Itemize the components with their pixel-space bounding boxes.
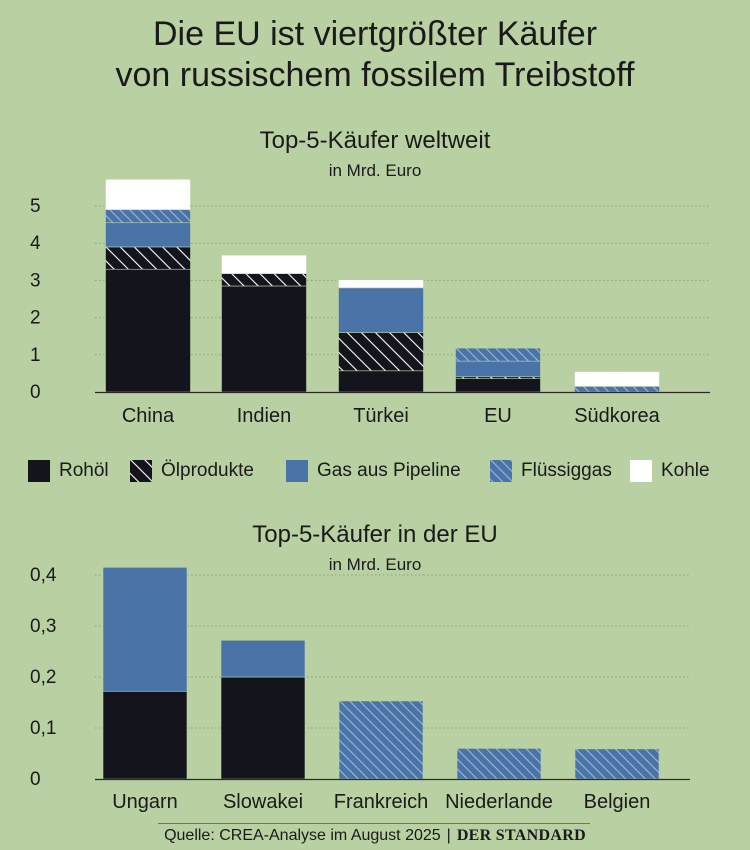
title-line-2: von russischem fossilem Treibstoff [115,56,635,94]
page-title: Die EU ist viertgrößter Käufer von russi… [0,14,750,96]
category-label-china: China [122,405,175,427]
chart1-unit: in Mrd. Euro [328,161,422,180]
legend-label: Kohle [661,460,710,481]
bar-belgien-fluessiggas [574,748,660,780]
legend-swatch-rohoel [28,460,50,482]
chart1-title: Top-5-Käufer weltweit [259,127,491,154]
bar-suedkorea-fluessiggas [574,386,660,393]
legend-item-fluessiggas: Flüssiggas [490,458,612,484]
legend-label: Flüssiggas [521,460,612,481]
y-tick-label: 1 [30,345,41,366]
bar-tuerkei-kohle [338,279,424,289]
category-label-belgien: Belgien [584,791,651,813]
bar-eu-fluessiggas [455,347,541,362]
bar-ungarn-gas_pipeline [102,567,188,692]
source-line: Quelle: CREA-Analyse im August 2025 | DER … [0,827,750,845]
category-label-slowakei: Slowakei [223,791,303,813]
bar-eu-rohoel [455,378,541,393]
bar-china-fluessiggas [105,209,191,224]
bar-slowakei-rohoel [220,676,306,780]
legend-item-rohoel: Rohöl [28,458,109,484]
source-divider [158,823,590,824]
category-label-indien: Indien [237,405,292,427]
brand-logo: DER STANDARD [456,827,586,844]
bar-eu-gas_pipeline [455,360,541,378]
category-label-niederlande: Niederlande [445,791,553,813]
source-separator: | [446,827,451,844]
bar-indien-rohoel [221,285,307,393]
bar-china-gas_pipeline [105,222,191,248]
category-label-eu: EU [484,405,512,427]
chart-top5-world: 0 1 2 3 4 5 China Indien Türkei EU Südkorea [30,178,710,427]
bar-china-kohle [105,178,191,211]
chart2-unit: in Mrd. Euro [328,555,422,574]
category-label-ungarn: Ungarn [112,791,178,813]
y-tick-label: 2 [30,308,41,329]
title-line-1: Die EU ist viertgrößter Käufer [152,15,598,53]
y-tick-label: 0 [30,382,41,403]
y-tick-label: 0,2 [30,667,56,688]
category-label-tuerkei: Türkei [353,405,409,427]
bar-suedkorea-kohle [574,371,660,387]
bar-indien-kohle [221,254,307,275]
y-tick-label: 0,1 [30,718,56,739]
bar-niederlande-fluessiggas [456,748,542,780]
chart-top5-eu: 0 0,1 0,2 0,3 0,4 Ungarn Slowakei Frankreich Nie… [30,565,690,813]
source-text: Quelle: CREA-Analyse im August 2025 [164,827,441,844]
y-tick-label: 0,4 [30,565,57,586]
y-tick-label: 0,3 [30,616,56,637]
bar-slowakei-gas_pipeline [220,639,306,678]
chart2-title: Top-5-Käufer in der EU [252,521,498,548]
bar-tuerkei-oelprodukte [338,332,424,372]
legend-swatch-gas_pipeline [286,460,308,482]
bar-tuerkei-gas_pipeline [338,287,424,333]
legend-label: Ölprodukte [161,460,254,481]
category-label-suedkorea: Südkorea [574,405,660,427]
y-tick-label: 4 [30,233,41,254]
legend-item-oelprodukte: Ölprodukte [130,458,254,484]
y-tick-label: 5 [30,196,41,217]
bar-china-rohoel [105,268,191,393]
legend-swatch-oelprodukte [130,460,152,482]
legend-label: Rohöl [59,460,109,481]
legend: Rohöl Ölprodukte Gas aus Pipeline Flüssigga… [28,458,748,484]
bar-china-oelprodukte [105,246,191,270]
legend-item-kohle: Kohle [630,458,710,484]
legend-swatch-fluessiggas [490,460,512,482]
legend-swatch-kohle [630,460,652,482]
y-tick-label: 0 [30,769,41,790]
y-tick-label: 3 [30,270,41,291]
category-label-frankreich: Frankreich [334,791,428,813]
bar-indien-oelprodukte [221,273,307,287]
bar-tuerkei-rohoel [338,370,424,393]
legend-item-gas_pipeline: Gas aus Pipeline [286,458,461,484]
bar-frankreich-fluessiggas [338,700,424,780]
bar-ungarn-rohoel [102,690,188,780]
legend-label: Gas aus Pipeline [317,460,461,481]
